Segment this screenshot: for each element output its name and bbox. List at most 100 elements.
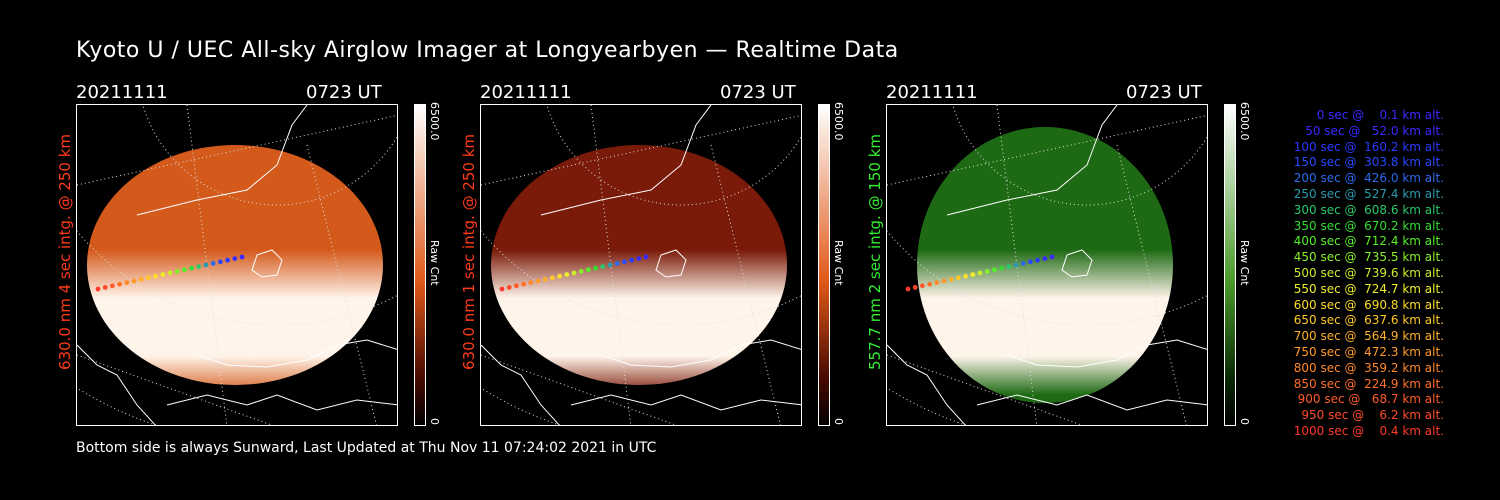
lat-lon-grid [887,105,1207,425]
panel-2-time: 0723 UT [720,82,796,103]
coastline [887,105,1207,425]
legend-entry: 550 sec @ 724.7 km alt. [1293,281,1444,296]
panel-2-date: 20211111 [480,82,572,103]
panel-3-cbar-unit: Raw Cnt [1238,240,1251,286]
legend-entry: 700 sec @ 564.9 km alt. [1293,329,1444,344]
legend-entry: 400 sec @ 712.4 km alt. [1293,234,1444,249]
trajectory-point [948,277,954,282]
trajectory-point [138,277,144,282]
trajectory-point [550,275,555,281]
trajectory-point [131,278,137,284]
trajectory-point [999,265,1004,271]
panel-1-colorbar [414,104,426,426]
panel-3-image [886,104,1208,426]
panel-2-cbar-unit: Raw Cnt [832,240,845,286]
trajectory-point [167,270,173,276]
trajectory-point [600,264,606,269]
trajectory-point [1028,259,1033,265]
sky-image [491,145,787,385]
trajectory-point [124,280,130,285]
legend-entry: 200 sec @ 426.0 km alt. [1293,171,1444,186]
panel-1-time: 0723 UT [306,82,382,103]
panel-1-cbar-unit: Raw Cnt [428,240,441,286]
panel-1-svg [77,105,397,425]
panel-2-colorbar [818,104,830,426]
legend-entry: 600 sec @ 690.8 km alt. [1293,297,1444,312]
footer-note: Bottom side is always Sunward, Last Upda… [76,440,657,456]
panel-3-cbar-max: 6500.0 [1238,102,1251,141]
sky-image [87,145,383,385]
trajectory-point [218,259,223,265]
trajectory-point [984,269,990,274]
legend-entry: 300 sec @ 608.6 km alt. [1293,202,1444,217]
trajectory-point [232,256,238,261]
trajectory-point [1006,264,1012,269]
trajectory-point [95,286,101,292]
legend-entry: 350 sec @ 670.2 km alt. [1293,218,1444,233]
panel-3-date: 20211111 [886,82,978,103]
trajectory-point [614,261,620,266]
trajectory-point [1013,262,1019,268]
legend-entry: 500 sec @ 739.6 km alt. [1293,265,1444,280]
panel-2-cbar-min: 0 [832,418,845,425]
legend-entry: 900 sec @ 68.7 km alt. [1297,392,1444,407]
trajectory-point [528,280,534,285]
trajectory-point [920,283,925,289]
trajectory-point [146,275,151,281]
trajectory-point [182,267,187,273]
panel-2-side-label: 630.0 nm 1 sec intg. @ 250 km [460,133,478,370]
panel-3-svg [887,105,1207,425]
trajectory-point [499,286,505,292]
trajectory-point [225,257,231,263]
panel-1-side-label: 630.0 nm 4 sec intg. @ 250 km [56,133,74,370]
trajectory-point [963,273,968,279]
trajectory-point [153,273,158,279]
trajectory-point [622,259,627,265]
legend-entry: 800 sec @ 359.2 km alt. [1293,360,1444,375]
trajectory-point [521,281,526,287]
panel-1-date: 20211111 [76,82,168,103]
trajectory-point [571,270,577,276]
trajectory-point [905,286,911,292]
airglow-disk [917,127,1173,403]
panel-2-image [480,104,802,426]
trajectory-point [196,264,202,269]
trajectory-point [934,280,940,285]
trajectory-point [912,285,918,290]
legend-entry: 50 sec @ 52.0 km alt. [1305,123,1444,138]
legend-entry: 850 sec @ 224.9 km alt. [1293,376,1444,391]
trajectory-point [1020,261,1026,266]
legend-entry: 150 sec @ 303.8 km alt. [1293,155,1444,170]
trajectory-point [160,272,166,277]
legend-entry: 750 sec @ 472.3 km alt. [1293,344,1444,359]
legend-entry: 1000 sec @ 0.4 km alt. [1293,423,1444,438]
trajectory-point [557,273,562,279]
legend-entry: 650 sec @ 637.6 km alt. [1293,313,1444,328]
panel-2-cbar-max: 6500.0 [832,102,845,141]
panel-3-side-label: 557.7 nm 2 sec intg. @ 150 km [866,133,884,370]
panel-3-cbar-min: 0 [1238,418,1251,425]
trajectory-point [174,269,180,274]
trajectory-point [102,285,108,290]
trajectory-point [506,285,512,290]
airglow-disk [491,145,787,385]
panel-1-image [76,104,398,426]
trajectory-point [927,281,932,287]
coastline [77,105,397,425]
trajectory-point [977,270,983,276]
trajectory-point [578,269,584,274]
trajectory-point [210,261,216,266]
panel-2-svg [481,105,801,425]
legend-entry: 950 sec @ 6.2 km alt. [1301,408,1444,423]
trajectory-point [542,277,548,282]
trajectory-point [607,262,613,268]
lat-lon-grid [481,105,801,425]
trajectory-point [593,265,598,271]
legend-entry: 250 sec @ 527.4 km alt. [1293,186,1444,201]
panel-1-cbar-min: 0 [428,418,441,425]
sky-image [917,127,1173,403]
altitude-legend: 0 sec @ 0.1 km alt. 50 sec @ 52.0 km alt.… [1262,108,1444,440]
trajectory-point [629,257,634,263]
rocket-trajectory [95,254,245,292]
